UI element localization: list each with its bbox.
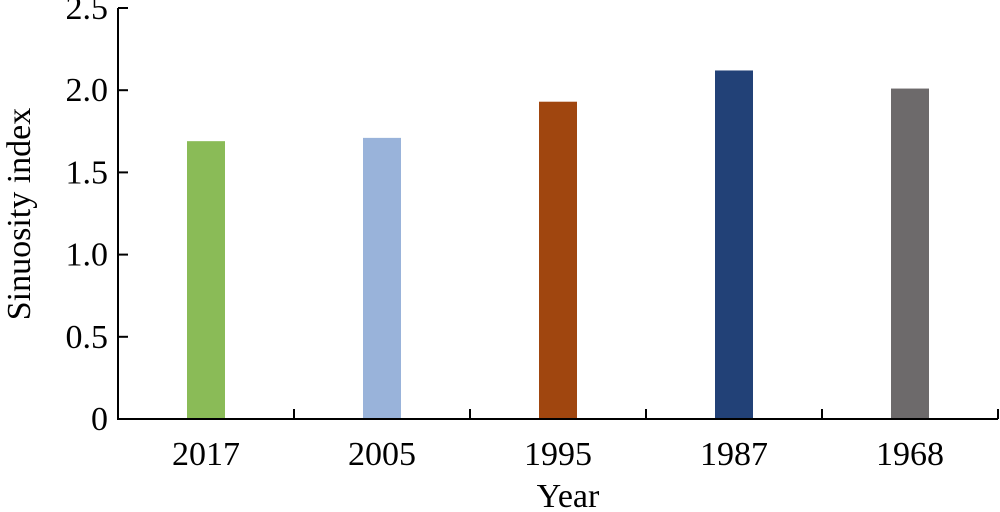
x-axis-title: Year xyxy=(537,478,600,512)
y-tick-label: 1.5 xyxy=(66,154,109,191)
bar-1995 xyxy=(539,101,577,419)
y-tick-label: 0 xyxy=(91,401,108,438)
y-tick-label: 0.5 xyxy=(66,319,109,356)
bar-1987 xyxy=(715,70,753,420)
y-tick-label: 2.5 xyxy=(66,0,109,27)
x-tick-label: 1968 xyxy=(876,436,944,473)
x-tick-label: 1995 xyxy=(524,436,592,473)
x-axis-ticks: 2017 2005 1995 1987 1968 xyxy=(172,409,999,473)
bar-2005 xyxy=(363,137,401,419)
bars xyxy=(187,70,929,420)
y-tick-label: 1.0 xyxy=(66,237,109,274)
bar-1968 xyxy=(891,88,929,419)
x-tick-label: 2005 xyxy=(348,436,416,473)
x-tick-label: 2017 xyxy=(172,436,240,473)
bar-2017 xyxy=(187,141,225,419)
x-tick-label: 1987 xyxy=(700,436,768,473)
y-axis-title: Sinuosity index xyxy=(1,108,38,321)
y-tick-label: 2.0 xyxy=(66,72,109,109)
y-axis-ticks: 0 0.5 1.0 1.5 2.0 2.5 xyxy=(66,0,128,438)
